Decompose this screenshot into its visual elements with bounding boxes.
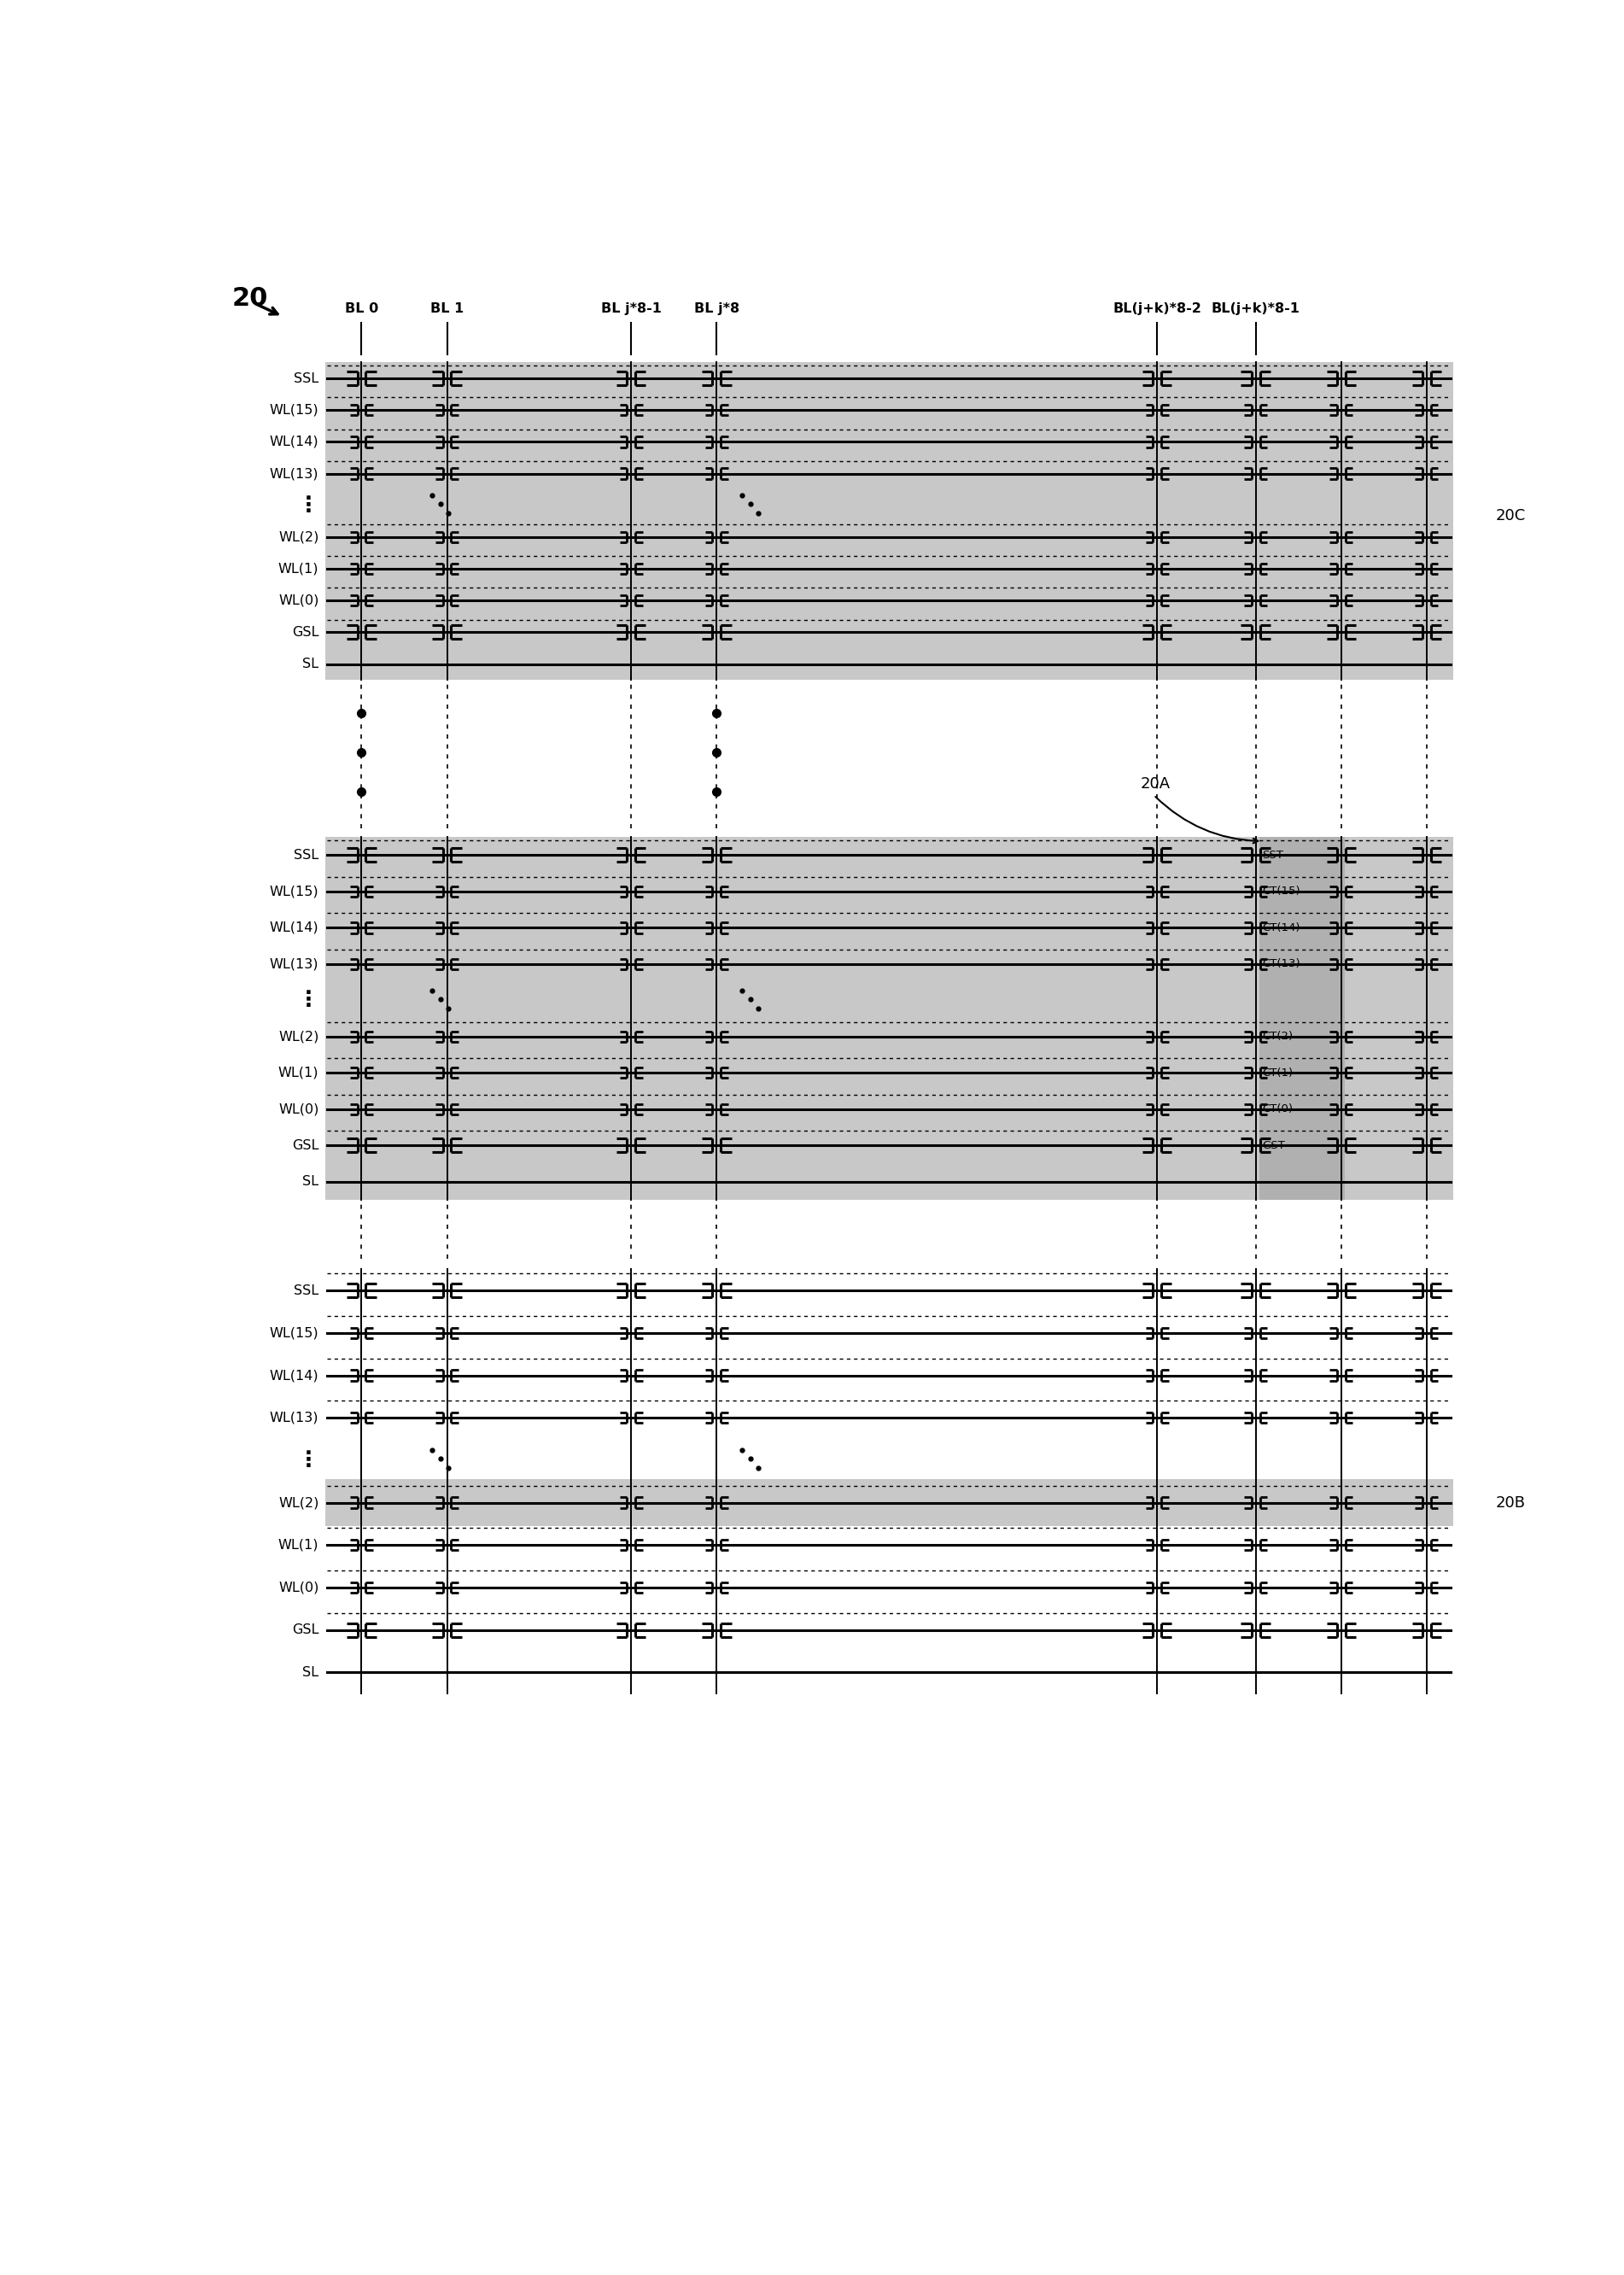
Text: WL(0): WL(0): [278, 594, 318, 607]
Text: SL: SL: [302, 1176, 318, 1188]
Text: GSL: GSL: [292, 626, 318, 639]
Text: SL: SL: [302, 1665, 318, 1679]
Text: SL: SL: [302, 657, 318, 671]
Text: SSL: SSL: [294, 371, 318, 384]
Text: GSL: GSL: [292, 1140, 318, 1151]
Text: GSL: GSL: [292, 1624, 318, 1636]
Text: 20C: 20C: [1496, 507, 1527, 523]
Text: WL(1): WL(1): [278, 1067, 318, 1078]
Text: 20A: 20A: [1140, 776, 1171, 792]
Text: CT(2): CT(2): [1262, 1031, 1293, 1042]
Text: ⋮: ⋮: [297, 496, 318, 516]
Text: WL(15): WL(15): [270, 403, 318, 416]
Text: SSL: SSL: [294, 1283, 318, 1297]
Text: WL(13): WL(13): [270, 1410, 318, 1424]
Text: WL(14): WL(14): [270, 435, 318, 448]
Text: WL(0): WL(0): [278, 1103, 318, 1115]
Bar: [325, 362, 1453, 680]
Text: WL(13): WL(13): [270, 466, 318, 480]
Text: CT(15): CT(15): [1262, 885, 1301, 896]
Text: 20: 20: [232, 287, 268, 312]
Text: CT(1): CT(1): [1262, 1067, 1293, 1078]
Text: WL(15): WL(15): [270, 885, 318, 899]
Text: WL(2): WL(2): [278, 1497, 318, 1508]
Text: 20B: 20B: [1496, 1495, 1525, 1511]
Text: BL j*8: BL j*8: [693, 303, 739, 314]
Text: WL(14): WL(14): [270, 921, 318, 935]
Text: BL 0: BL 0: [344, 303, 378, 314]
Bar: [325, 1479, 1453, 1527]
Text: WL(1): WL(1): [278, 1538, 318, 1552]
Text: ⋮: ⋮: [297, 1449, 318, 1470]
Bar: [325, 837, 1453, 1199]
Text: ⋮: ⋮: [297, 990, 318, 1010]
Text: BL j*8-1: BL j*8-1: [601, 303, 661, 314]
Text: WL(14): WL(14): [270, 1370, 318, 1381]
Text: WL(2): WL(2): [278, 530, 318, 544]
Text: CT(13): CT(13): [1262, 958, 1301, 969]
Text: WL(0): WL(0): [278, 1581, 318, 1595]
Bar: [1259, 837, 1345, 1199]
Text: GST: GST: [1262, 1140, 1285, 1151]
Text: WL(2): WL(2): [278, 1031, 318, 1042]
Text: BL 1: BL 1: [430, 303, 464, 314]
Text: SST: SST: [1262, 849, 1283, 860]
Text: CT(0): CT(0): [1262, 1103, 1293, 1115]
Text: WL(13): WL(13): [270, 958, 318, 971]
Text: WL(1): WL(1): [278, 562, 318, 576]
Text: CT(14): CT(14): [1262, 921, 1301, 933]
Text: SSL: SSL: [294, 849, 318, 862]
Text: WL(15): WL(15): [270, 1326, 318, 1340]
Text: BL(j+k)*8-2: BL(j+k)*8-2: [1112, 303, 1202, 314]
Text: BL(j+k)*8-1: BL(j+k)*8-1: [1212, 303, 1301, 314]
